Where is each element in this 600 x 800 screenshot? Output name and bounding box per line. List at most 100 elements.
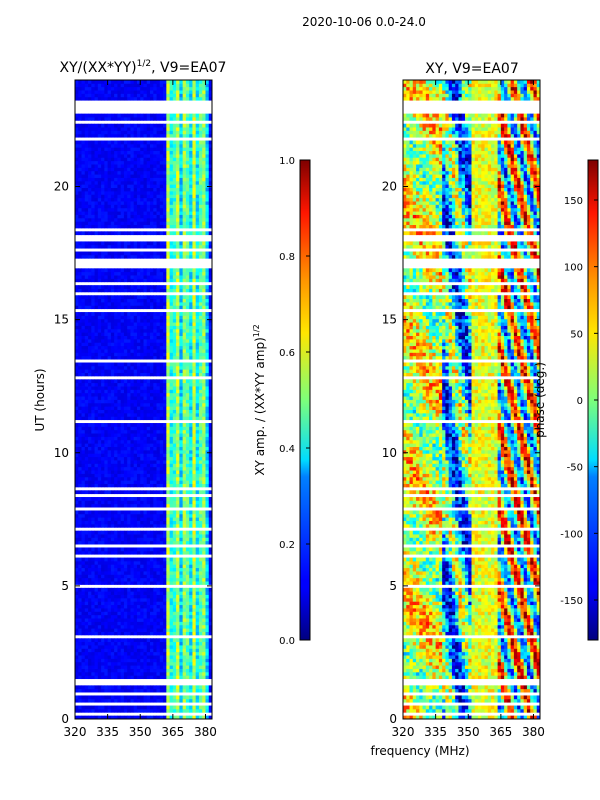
amplitude-cell	[117, 439, 122, 444]
amplitude-cell	[176, 392, 180, 397]
amplitude-cell	[185, 379, 190, 384]
amplitude-cell	[101, 453, 105, 458]
amplitude-cell	[156, 608, 161, 612]
amplitude-cell	[156, 382, 161, 387]
amplitude-cell	[117, 305, 122, 310]
amplitude-cell	[146, 648, 151, 653]
amplitude-cell	[169, 651, 174, 656]
amplitude-cell	[185, 473, 190, 478]
amplitude-cell	[198, 601, 203, 606]
amplitude-cell	[172, 423, 177, 427]
amplitude-cell	[120, 453, 125, 458]
amplitude-cell	[81, 688, 86, 693]
amplitude-cell	[94, 655, 99, 659]
amplitude-cell	[198, 305, 203, 310]
amplitude-cell	[182, 460, 187, 464]
amplitude-cell	[166, 325, 170, 330]
amplitude-cell	[136, 547, 141, 552]
amplitude-cell	[189, 342, 193, 347]
amplitude-cell	[208, 449, 213, 454]
amplitude-cell	[156, 624, 161, 629]
amplitude-cell	[208, 285, 213, 289]
amplitude-cell	[208, 433, 213, 437]
amplitude-cell	[91, 571, 95, 575]
amplitude-cell	[75, 671, 79, 676]
amplitude-cell	[179, 241, 184, 246]
amplitude-cell	[182, 698, 187, 703]
amplitude-cell	[182, 349, 187, 353]
amplitude-cell	[198, 446, 203, 451]
amplitude-cell	[185, 587, 190, 592]
amplitude-cell	[88, 594, 92, 599]
amplitude-cell	[78, 332, 82, 336]
amplitude-cell	[185, 594, 190, 599]
amplitude-cell	[123, 382, 128, 387]
amplitude-cell	[195, 597, 200, 602]
amplitude-cell	[123, 651, 128, 656]
amplitude-cell	[81, 534, 86, 538]
amplitude-cell	[110, 328, 115, 333]
amplitude-cell	[143, 473, 148, 478]
amplitude-cell	[198, 608, 203, 612]
amplitude-cell	[94, 332, 99, 336]
amplitude-cell	[101, 278, 105, 283]
amplitude-cell	[140, 429, 144, 434]
amplitude-cell	[202, 244, 206, 249]
amplitude-cell	[101, 335, 105, 340]
amplitude-cell	[150, 301, 154, 306]
amplitude-cell	[169, 416, 174, 421]
amplitude-cell	[185, 513, 190, 518]
amplitude-cell	[88, 315, 92, 320]
amplitude-cell	[75, 453, 79, 458]
amplitude-cell	[159, 567, 164, 572]
amplitude-cell	[133, 540, 138, 545]
amplitude-cell	[143, 338, 148, 343]
amplitude-cell	[140, 301, 144, 306]
amplitude-cell	[176, 470, 180, 474]
amplitude-cell	[88, 318, 92, 323]
amplitude-cell	[81, 345, 86, 350]
amplitude-cell	[146, 490, 151, 495]
amplitude-cell	[75, 305, 79, 310]
amplitude-cell	[136, 369, 141, 373]
amplitude-cell	[110, 520, 115, 525]
amplitude-cell	[176, 254, 180, 259]
amplitude-cell	[78, 480, 82, 484]
amplitude-cell	[205, 688, 210, 693]
amplitude-cell	[195, 460, 200, 464]
amplitude-cell	[81, 550, 86, 555]
amplitude-cell	[104, 621, 109, 626]
amplitude-cell	[101, 392, 105, 397]
amplitude-cell	[88, 631, 92, 636]
amplitude-cell	[114, 591, 118, 595]
amplitude-cell	[123, 423, 128, 427]
amplitude-cell	[84, 537, 89, 542]
amplitude-cell	[127, 608, 131, 612]
amplitude-cell	[166, 608, 170, 612]
amplitude-cell	[123, 715, 128, 720]
amplitude-cell	[78, 594, 82, 599]
amplitude-cell	[195, 392, 200, 397]
amplitude-cell	[176, 520, 180, 525]
amplitude-cell	[88, 352, 92, 357]
amplitude-cell	[130, 638, 135, 643]
amplitude-cell	[205, 483, 210, 488]
amplitude-cell	[198, 275, 203, 279]
amplitude-cell	[166, 611, 170, 616]
amplitude-cell	[104, 328, 109, 333]
amplitude-cell	[84, 355, 89, 360]
amplitude-cell	[97, 557, 102, 562]
amplitude-cell	[163, 433, 167, 437]
amplitude-cell	[120, 698, 125, 703]
amplitude-cell	[75, 503, 79, 508]
amplitude-cell	[101, 715, 105, 720]
amplitude-cell	[192, 298, 197, 303]
amplitude-cell	[136, 362, 141, 367]
amplitude-cell	[97, 275, 102, 279]
amplitude-cell	[81, 423, 86, 427]
amplitude-cell	[114, 661, 118, 666]
amplitude-cell	[91, 322, 95, 326]
amplitude-cell	[163, 523, 167, 528]
amplitude-cell	[136, 594, 141, 599]
amplitude-cell	[114, 285, 118, 289]
